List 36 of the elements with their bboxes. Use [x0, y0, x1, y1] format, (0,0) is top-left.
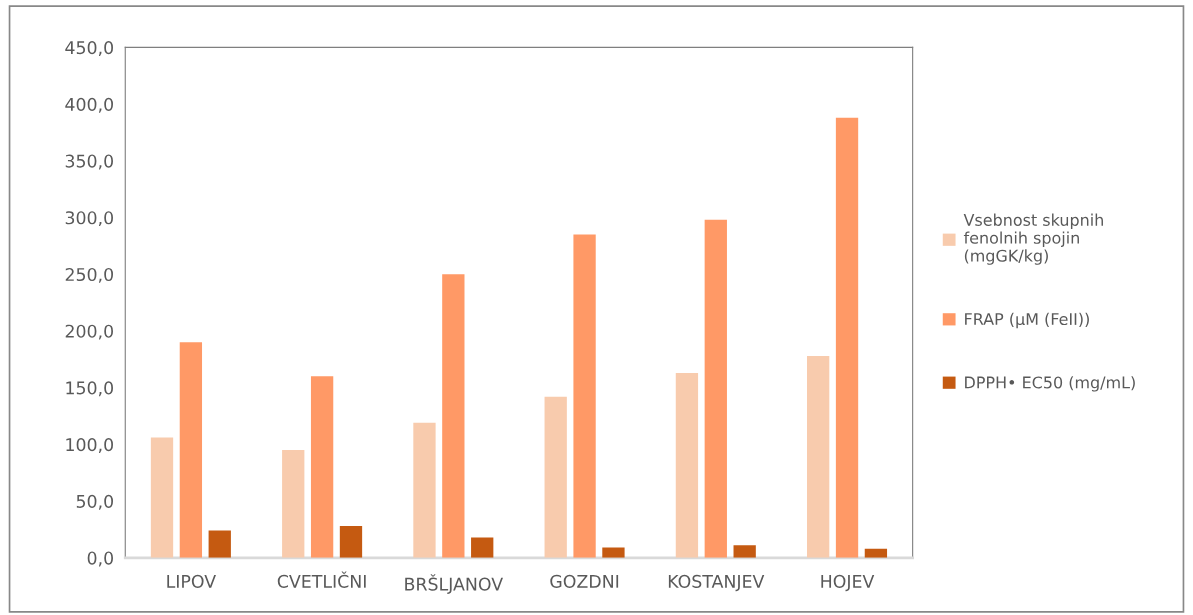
x-tick-label: HOJEV [821, 574, 875, 592]
bar [150, 437, 174, 558]
bar [413, 422, 436, 558]
bar [339, 526, 363, 558]
y-tick-label: 150,0 [66, 381, 113, 397]
bar [807, 355, 830, 558]
x-tick-label: KOSTANJEV [668, 574, 765, 592]
y-tick-label: 100,0 [66, 438, 113, 453]
y-tick-label: 450,0 [65, 41, 113, 56]
x-tick-label: CVETLIČNI [277, 571, 366, 588]
legend-label: DPPH• EC50 (mg/mL) [965, 376, 1135, 392]
bar [179, 342, 203, 558]
legend-label: FRAP (µM (FeII)) [965, 312, 1089, 329]
y-tick-label: 250,0 [65, 267, 113, 283]
bar [310, 376, 334, 558]
bar [675, 372, 699, 558]
y-tick-label: 350,0 [65, 154, 113, 170]
y-tick-label: 300,0 [65, 211, 113, 227]
y-tick-label: 200,0 [65, 324, 113, 340]
bar [442, 274, 465, 558]
x-tick-label: LIPOV [167, 574, 216, 588]
bar [602, 547, 625, 558]
y-tick-label: 50,0 [76, 494, 113, 510]
bar [835, 117, 859, 558]
bar [471, 537, 494, 558]
x-tick-label: GOZDNI [550, 574, 619, 588]
bar [573, 234, 596, 558]
bar [733, 545, 756, 558]
x-tick-label: BRŠLJANOV [405, 574, 503, 594]
bar [544, 396, 567, 558]
bar [208, 530, 231, 558]
y-tick-label: 0,0 [87, 551, 113, 567]
legend-label: Vsebnost skupnih fenolnih spojin (mgGK/kg) [963, 213, 1103, 265]
y-tick-label: 400,0 [65, 97, 113, 113]
bar [282, 450, 305, 558]
bar [704, 219, 727, 558]
